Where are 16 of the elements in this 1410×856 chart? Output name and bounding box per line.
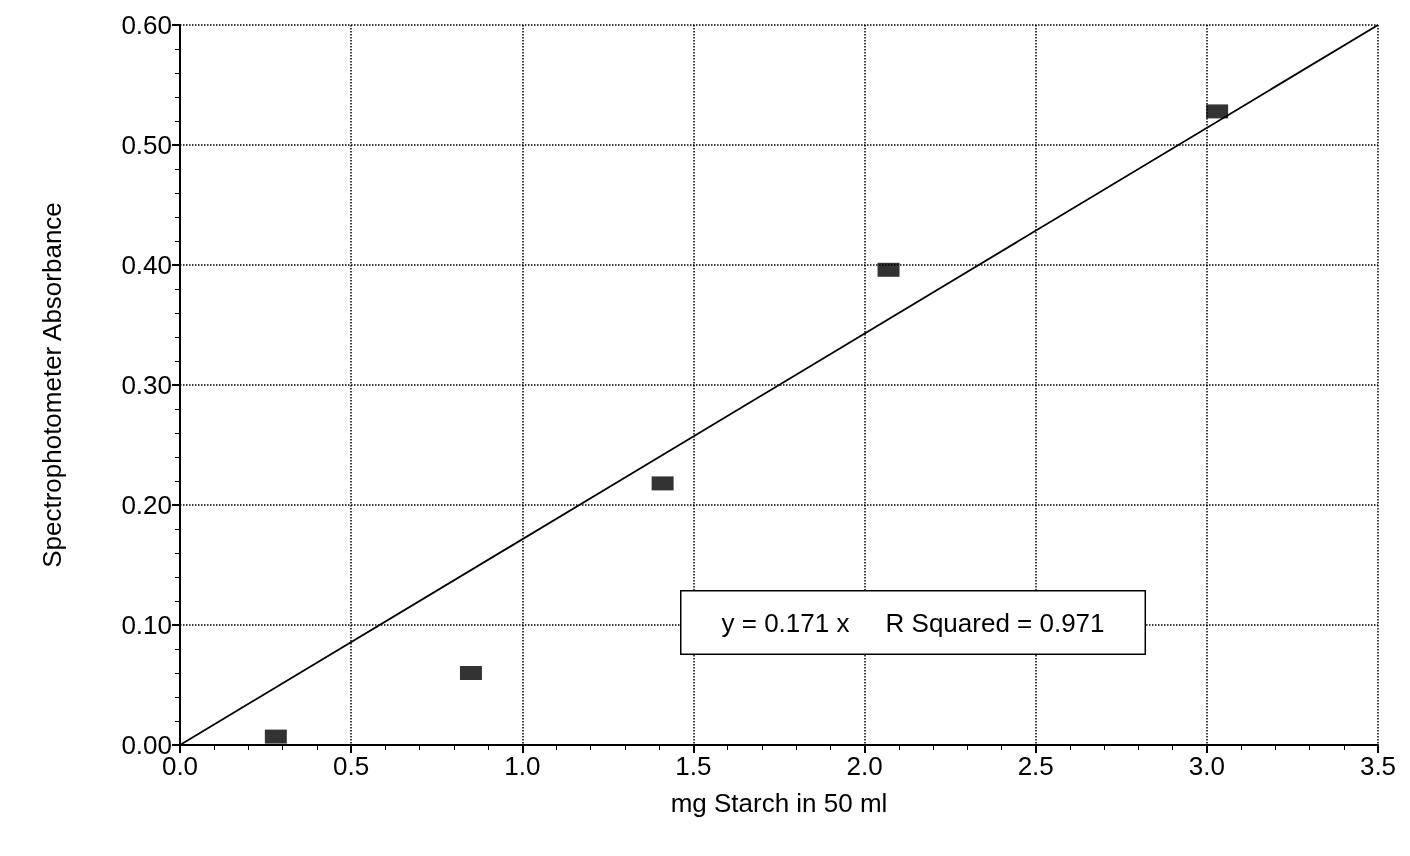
y-tick-label: 0.30 — [121, 370, 172, 400]
x-tick-label: 3.0 — [1188, 751, 1225, 781]
y-axis-title: Spectrophotometer Absorbance — [37, 202, 67, 568]
x-tick-label: 1.5 — [675, 751, 712, 781]
annotation: y = 0.171 x R Squared = 0.971 — [721, 607, 1105, 638]
y-tick-label: 0.50 — [121, 130, 172, 160]
x-tick-label: 2.5 — [1017, 751, 1054, 781]
x-axis-title: mg Starch in 50 ml — [670, 788, 888, 818]
y-tick-label: 0.20 — [121, 490, 172, 520]
y-tick-label: 0.60 — [121, 10, 172, 40]
x-tick-label: 1.0 — [504, 751, 541, 781]
x-tick-label: 3.5 — [1359, 751, 1397, 781]
x-tick-label: 2.0 — [846, 751, 883, 781]
y-tick-label: 0.10 — [121, 610, 172, 640]
x-tick-label: 0.5 — [333, 751, 370, 781]
y-tick-label: 0.40 — [121, 250, 172, 280]
